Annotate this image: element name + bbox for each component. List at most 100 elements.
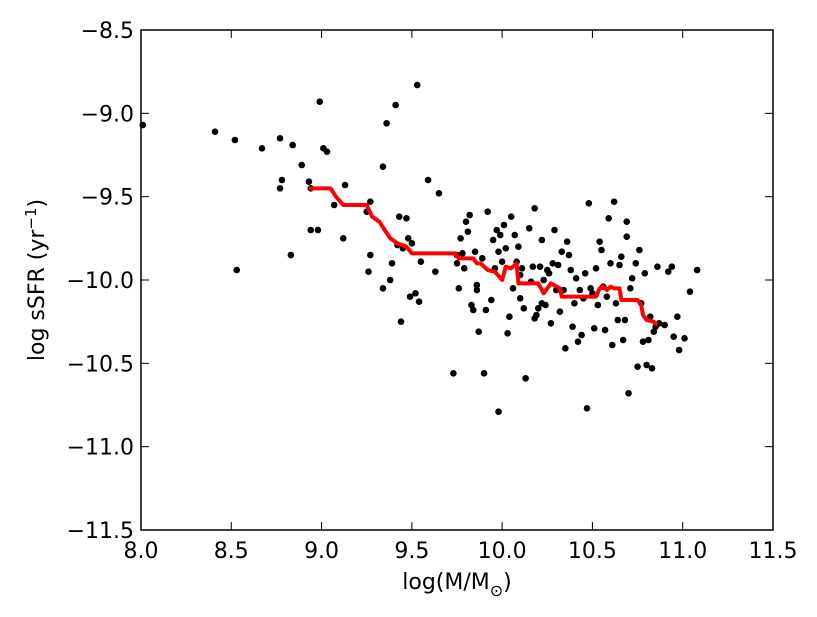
- data-point-32: [395, 213, 403, 220]
- data-point-87: [522, 375, 529, 382]
- data-point-58: [471, 248, 479, 255]
- data-point-106: [554, 261, 562, 269]
- data-point-24: [367, 251, 374, 259]
- data-point-30: [392, 101, 399, 109]
- data-point-119: [578, 331, 585, 339]
- data-point-167: [674, 313, 681, 320]
- data-point-169: [681, 335, 688, 342]
- data-point-98: [540, 276, 547, 284]
- data-point-103: [549, 260, 556, 267]
- x-axis-label: log(M/M⊙): [402, 570, 512, 600]
- data-point-139: [614, 316, 622, 324]
- data-point-17: [323, 148, 331, 155]
- data-point-114: [569, 323, 576, 330]
- data-point-25: [379, 163, 387, 170]
- data-point-135: [607, 260, 614, 267]
- data-point-112: [565, 251, 573, 259]
- y-tick-label: −11.5: [67, 519, 134, 544]
- data-point-76: [504, 330, 511, 337]
- data-point-18: [330, 201, 338, 209]
- data-point-61: [475, 328, 482, 335]
- data-point-39: [412, 290, 419, 297]
- axis-ticks: [140, 29, 774, 531]
- data-point-86: [520, 305, 528, 312]
- data-point-23: [367, 198, 374, 205]
- data-point-92: [531, 205, 538, 212]
- data-point-11: [305, 178, 313, 185]
- data-point-154: [641, 270, 649, 277]
- x-tick-label: 11.5: [749, 539, 798, 564]
- data-point-116: [572, 275, 580, 282]
- data-point-121: [581, 270, 589, 277]
- data-point-27: [383, 120, 390, 127]
- data-point-130: [598, 246, 605, 254]
- data-point-144: [623, 233, 631, 240]
- data-point-133: [603, 293, 611, 300]
- data-point-115: [571, 300, 578, 307]
- data-point-88: [525, 225, 533, 232]
- data-point-124: [587, 285, 594, 292]
- data-point-79: [509, 285, 517, 292]
- data-point-108: [558, 248, 566, 255]
- data-point-51: [459, 250, 466, 257]
- data-point-142: [619, 336, 627, 344]
- data-point-134: [605, 215, 612, 222]
- x-tick-label: 11.0: [658, 539, 707, 564]
- data-point-122: [583, 405, 591, 412]
- y-tick-label: −10.0: [67, 269, 134, 294]
- data-point-148: [628, 275, 636, 282]
- data-point-19: [339, 235, 347, 242]
- data-point-163: [661, 321, 668, 329]
- data-point-141: [618, 253, 625, 260]
- data-point-53: [462, 218, 470, 225]
- data-point-2: [231, 136, 239, 144]
- data-point-20: [341, 181, 349, 189]
- data-point-118: [576, 286, 584, 294]
- data-point-70: [495, 408, 502, 415]
- y-tick-label: −8.5: [81, 19, 134, 44]
- data-point-44: [432, 268, 439, 275]
- data-point-73: [498, 258, 506, 265]
- x-tick-label: 10.5: [568, 539, 617, 564]
- data-point-140: [616, 261, 623, 269]
- data-point-8: [287, 251, 295, 259]
- data-point-41: [415, 298, 423, 305]
- x-tick-label: 9.0: [304, 539, 339, 564]
- data-point-5: [276, 135, 284, 142]
- data-point-170: [686, 288, 694, 295]
- data-point-164: [664, 268, 672, 275]
- data-point-104: [551, 226, 558, 234]
- data-point-117: [574, 338, 582, 345]
- data-point-143: [621, 316, 629, 324]
- data-point-84: [516, 295, 524, 302]
- data-point-129: [596, 238, 603, 245]
- x-tick-label: 8.0: [124, 539, 159, 564]
- data-point-90: [529, 263, 537, 270]
- data-point-26: [379, 285, 387, 292]
- running-median-line: [308, 186, 659, 327]
- axis-tick-labels: 8.0 8.5 9.0 9.5 10.0 10.5 11.0 11.5 −8.5 −9.0 −9.5…: [67, 19, 798, 564]
- data-point-52: [460, 265, 468, 272]
- data-point-36: [404, 235, 412, 242]
- data-point-1: [211, 128, 219, 135]
- data-point-145: [623, 218, 631, 225]
- data-point-33: [397, 318, 405, 325]
- data-point-151: [636, 246, 643, 254]
- data-point-94: [534, 305, 542, 312]
- data-point-42: [417, 258, 425, 265]
- data-point-113: [567, 266, 575, 274]
- data-point-150: [634, 363, 641, 370]
- y-tick-label: −11.0: [67, 436, 134, 461]
- x-tick-label: 8.5: [214, 539, 249, 564]
- data-point-161: [654, 263, 661, 270]
- data-point-54: [464, 228, 472, 235]
- data-point-95: [536, 263, 544, 270]
- data-point-171: [693, 266, 701, 274]
- data-point-63: [480, 370, 488, 377]
- data-point-158: [648, 365, 656, 372]
- data-point-65: [484, 208, 492, 215]
- x-tick-label: 10.0: [478, 539, 527, 564]
- data-point-57: [469, 306, 477, 314]
